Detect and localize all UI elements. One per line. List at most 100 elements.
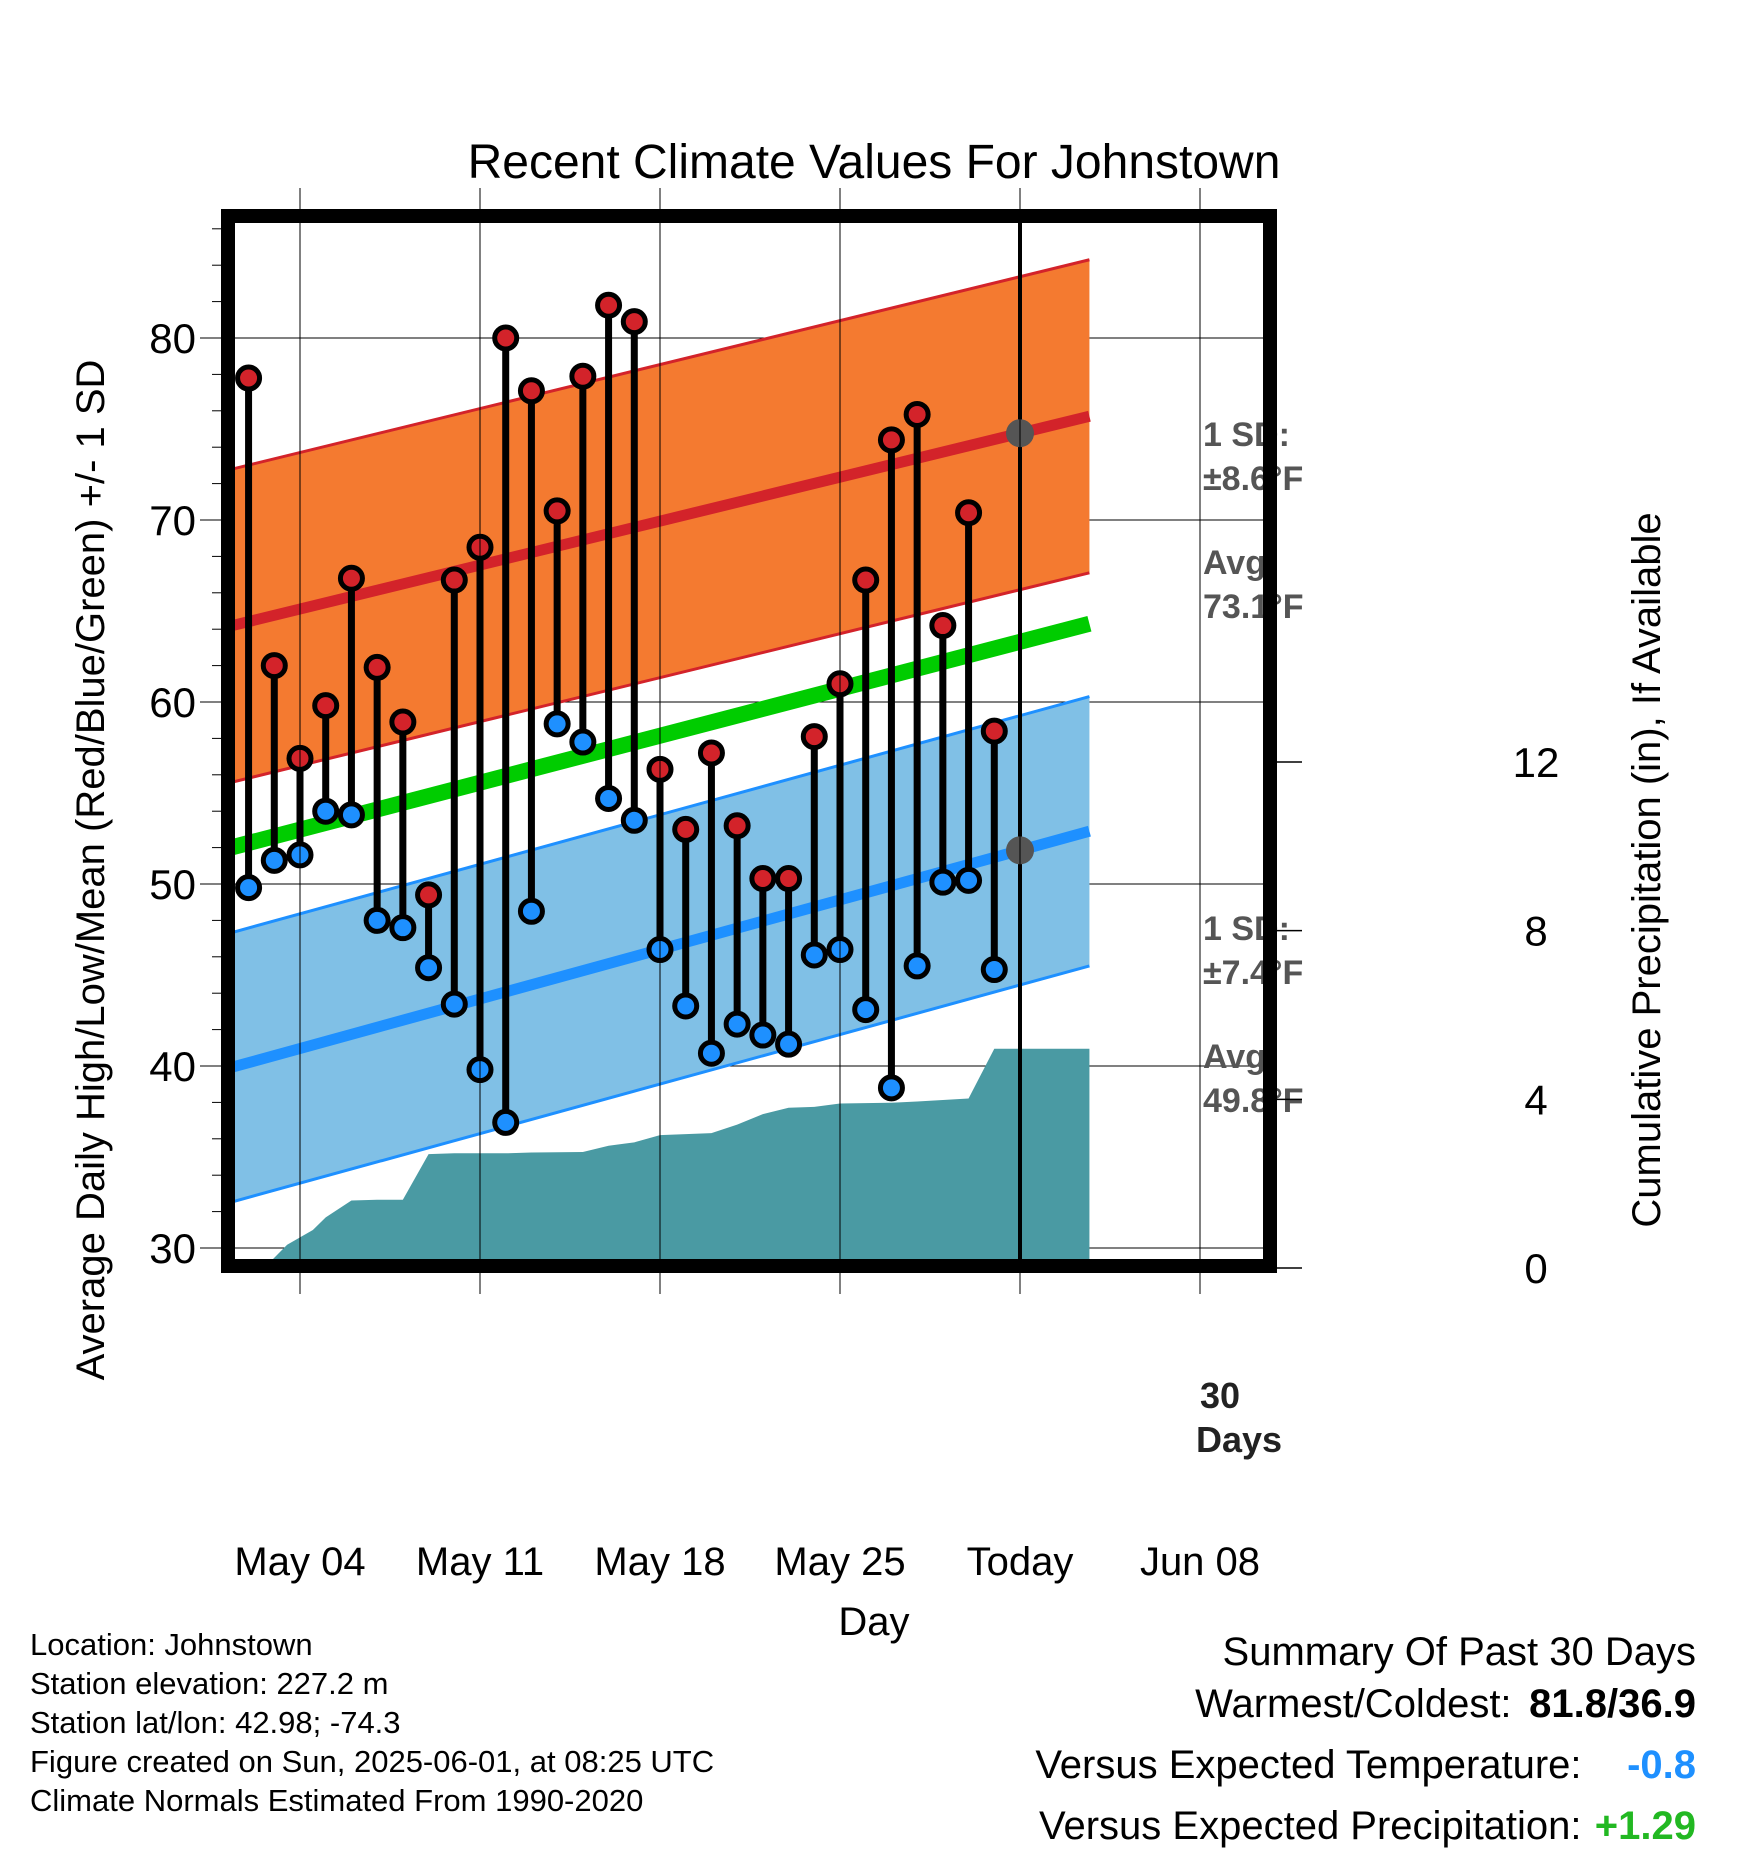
daily-low-point — [877, 1074, 905, 1102]
daily-high-point — [903, 400, 931, 428]
daily-low-point — [800, 941, 828, 969]
daily-high-point — [569, 362, 597, 390]
window-days-label: Days — [1196, 1419, 1282, 1460]
daily-low-point — [517, 897, 545, 925]
y2-tick-label: 4 — [1524, 1076, 1547, 1123]
y-tick-label: 30 — [149, 1225, 196, 1272]
daily-low-point — [749, 1021, 777, 1049]
y-tick-label: 80 — [149, 315, 196, 362]
daily-high-point — [517, 377, 545, 405]
daily-high-point — [235, 364, 263, 392]
daily-low-point — [569, 728, 597, 756]
daily-high-point — [980, 717, 1008, 745]
daily-high-point — [492, 324, 520, 352]
precip-vs-expected-label: Versus Expected Precipitation: — [1039, 1804, 1582, 1848]
daily-high-point — [595, 291, 623, 319]
y2-axis-label: Cumulative Precipitation (in), If Availa… — [1625, 512, 1669, 1227]
precipitation-area — [270, 1048, 1090, 1262]
daily-high-point — [877, 426, 905, 454]
low-sd-value: ±7.4°F — [1203, 954, 1303, 992]
y-axis-label: Average Daily High/Low/Mean (Red/Blue/Gr… — [69, 360, 113, 1381]
normals-text: Climate Normals Estimated From 1990-2020 — [30, 1783, 644, 1818]
low-avg-value: 49.8°F — [1203, 1082, 1304, 1120]
daily-low-point — [492, 1108, 520, 1136]
summary-heading: Summary Of Past 30 Days — [1222, 1630, 1696, 1674]
y-tick-label: 60 — [149, 679, 196, 726]
window-days-number: 30 — [1200, 1375, 1240, 1416]
daily-low-point — [235, 874, 263, 902]
daily-low-point — [595, 784, 623, 812]
daily-low-point — [723, 1010, 751, 1038]
y-tick-label: 50 — [149, 861, 196, 908]
daily-high-point — [697, 739, 725, 767]
x-tick-label: Today — [967, 1540, 1074, 1584]
daily-low-point — [260, 846, 288, 874]
latlon-text: Station lat/lon: 42.98; -74.3 — [30, 1705, 401, 1740]
temp-vs-expected-label: Versus Expected Temperature: — [1035, 1743, 1582, 1787]
y2-tick-label: 0 — [1524, 1245, 1547, 1292]
daily-low-point — [672, 992, 700, 1020]
high-sd-band-lower-edge — [232, 571, 1090, 784]
x-axis-label: Day — [838, 1600, 909, 1644]
daily-high-point — [775, 865, 803, 893]
high-sd-band-upper-edge — [232, 258, 1090, 471]
daily-high-point — [800, 723, 828, 751]
daily-high-point — [312, 692, 340, 720]
daily-low-point — [337, 801, 365, 829]
precip-vs-expected-value: +1.29 — [1594, 1804, 1696, 1848]
high-avg-value: 73.1°F — [1203, 588, 1304, 626]
daily-low-point — [440, 990, 468, 1018]
daily-low-point — [903, 952, 931, 980]
high-sd-value: ±8.6°F — [1203, 460, 1303, 498]
daily-low-point — [620, 806, 648, 834]
elevation-text: Station elevation: 227.2 m — [30, 1666, 389, 1701]
warmest-coldest-value: 81.8/36.9 — [1529, 1682, 1696, 1726]
daily-low-point — [312, 797, 340, 825]
daily-high-point — [440, 566, 468, 594]
created-text: Figure created on Sun, 2025-06-01, at 08… — [30, 1744, 715, 1779]
plot-clip-group — [232, 220, 1266, 1262]
y2-tick-label: 8 — [1524, 908, 1547, 955]
daily-low-point — [697, 1039, 725, 1067]
y-tick-label: 70 — [149, 497, 196, 544]
daily-high-point — [672, 815, 700, 843]
y2-tick-label: 12 — [1513, 739, 1560, 786]
daily-high-point — [620, 308, 648, 336]
daily-high-point — [723, 812, 751, 840]
daily-high-point — [543, 497, 571, 525]
daily-low-point — [955, 866, 983, 894]
low-sd-band-lower-edge — [232, 964, 1090, 1204]
daily-high-point — [852, 566, 880, 594]
y-tick-label: 40 — [149, 1043, 196, 1090]
x-tick-label: May 04 — [234, 1540, 365, 1584]
daily-high-point — [389, 708, 417, 736]
daily-low-point — [929, 868, 957, 896]
x-tick-label: May 25 — [774, 1540, 905, 1584]
daily-low-point — [543, 710, 571, 738]
daily-high-point — [929, 612, 957, 640]
plot-frame — [221, 209, 1277, 1273]
daily-low-point — [363, 906, 391, 934]
x-tick-label: May 18 — [594, 1540, 725, 1584]
warmest-coldest-label: Warmest/Coldest: — [1195, 1682, 1512, 1726]
daily-high-point — [415, 881, 443, 909]
x-tick-label: May 11 — [416, 1540, 544, 1584]
normal-high-line — [232, 410, 1091, 632]
daily-low-point — [852, 996, 880, 1024]
daily-high-point — [363, 653, 391, 681]
daily-high-point — [260, 652, 288, 680]
daily-low-point — [980, 956, 1008, 984]
temp-vs-expected-value: -0.8 — [1627, 1743, 1696, 1787]
daily-high-point — [337, 564, 365, 592]
location-text: Location: Johnstown — [30, 1627, 313, 1662]
x-tick-label: Jun 08 — [1140, 1540, 1260, 1584]
daily-low-point — [415, 954, 443, 982]
daily-high-point — [955, 499, 983, 527]
summary-panel: Summary Of Past 30 Days Warmest/Coldest:… — [1035, 1626, 1696, 1861]
daily-low-point — [775, 1030, 803, 1058]
daily-low-point — [389, 914, 417, 942]
chart-title: Recent Climate Values For Johnstown — [468, 136, 1281, 189]
daily-high-point — [749, 865, 777, 893]
